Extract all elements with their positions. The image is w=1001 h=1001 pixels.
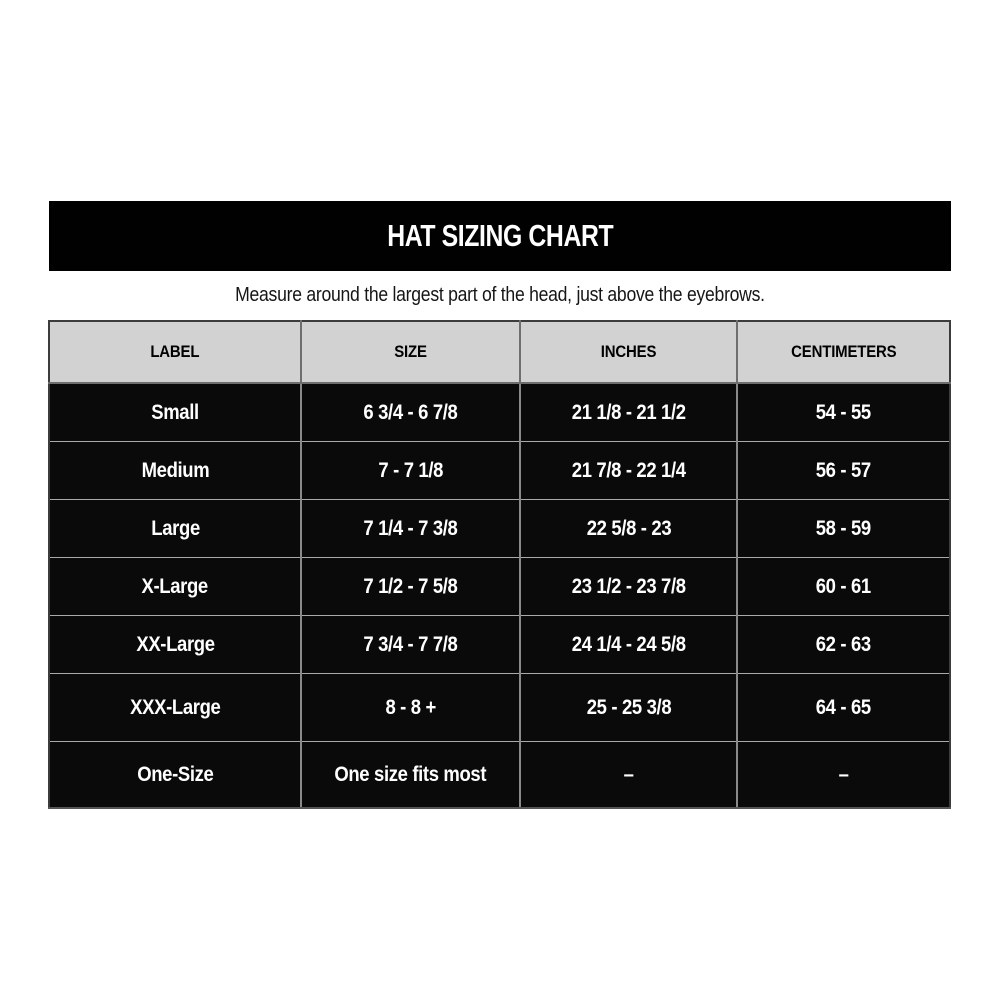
table-row: XXX-Large 8 - 8 + 25 - 25 3/8 64 - 65 [47, 673, 951, 742]
cell-text: 7 1/2 - 7 5/8 [363, 574, 458, 598]
cell-text: 64 - 65 [816, 695, 872, 719]
table-cell-inches: 24 1/4 - 24 5/8 [519, 615, 739, 674]
cell-text: 7 3/4 - 7 7/8 [363, 632, 458, 656]
cell-text: 24 1/4 - 24 5/8 [571, 632, 686, 656]
table-cell-centimeters: 54 - 55 [736, 382, 951, 442]
table-cell-centimeters: 58 - 59 [736, 499, 951, 558]
table-cell-label: XXX-Large [47, 673, 303, 742]
cell-text: Medium [141, 458, 209, 482]
cell-text: 60 - 61 [816, 574, 872, 598]
table-cell-inches: 21 1/8 - 21 1/2 [519, 382, 739, 442]
table-cell-label: Large [47, 499, 303, 558]
cell-text: XX-Large [135, 632, 215, 656]
column-header-inches-text: INCHES [601, 342, 657, 361]
table-cell-label: Small [47, 382, 303, 442]
title-bar: HAT SIZING CHART [49, 201, 951, 271]
column-header-size-text: SIZE [394, 342, 428, 361]
table-cell-inches: 23 1/2 - 23 7/8 [519, 557, 739, 616]
cell-text: – [838, 762, 849, 786]
column-header-centimeters-text: CENTIMETERS [791, 342, 897, 361]
column-header-label: LABEL [47, 320, 303, 384]
table-cell-size: 8 - 8 + [300, 673, 522, 742]
table-cell-label: XX-Large [47, 615, 303, 674]
column-header-size: SIZE [300, 320, 522, 384]
table-cell-size: 7 1/2 - 7 5/8 [300, 557, 522, 616]
cell-text: 58 - 59 [816, 516, 872, 540]
table-row: XX-Large 7 3/4 - 7 7/8 24 1/4 - 24 5/8 6… [47, 615, 951, 674]
table-row: X-Large 7 1/2 - 7 5/8 23 1/2 - 23 7/8 60… [47, 557, 951, 616]
cell-text: 21 1/8 - 21 1/2 [571, 400, 686, 424]
table-cell-label: Medium [47, 441, 303, 500]
table-row: Small 6 3/4 - 6 7/8 21 1/8 - 21 1/2 54 -… [47, 382, 951, 442]
column-header-inches: INCHES [519, 320, 739, 384]
table-cell-centimeters: 62 - 63 [736, 615, 951, 674]
table-row: Medium 7 - 7 1/8 21 7/8 - 22 1/4 56 - 57 [47, 441, 951, 500]
cell-text: 56 - 57 [816, 458, 872, 482]
cell-text: 23 1/2 - 23 7/8 [571, 574, 686, 598]
cell-text: – [623, 762, 634, 786]
table-cell-size: 7 3/4 - 7 7/8 [300, 615, 522, 674]
table-cell-size: 6 3/4 - 6 7/8 [300, 382, 522, 442]
table-header-row: LABEL SIZE INCHES CENTIMETERS [47, 320, 951, 384]
cell-text: 22 5/8 - 23 [586, 516, 672, 540]
cell-text: 62 - 63 [816, 632, 872, 656]
table-cell-centimeters: 56 - 57 [736, 441, 951, 500]
table-cell-size: 7 - 7 1/8 [300, 441, 522, 500]
table-cell-label: One-Size [47, 741, 303, 809]
page-title: HAT SIZING CHART [387, 218, 613, 253]
cell-text: 7 1/4 - 7 3/8 [363, 516, 458, 540]
table-row: Large 7 1/4 - 7 3/8 22 5/8 - 23 58 - 59 [47, 499, 951, 558]
cell-text: XXX-Large [129, 695, 221, 719]
cell-text: 6 3/4 - 6 7/8 [363, 400, 458, 424]
table-cell-label: X-Large [47, 557, 303, 616]
table-cell-size: One size fits most [300, 741, 522, 809]
cell-text: 7 - 7 1/8 [378, 458, 444, 482]
table-cell-centimeters: – [736, 741, 951, 809]
column-header-label-text: LABEL [150, 342, 200, 361]
table-row: One-Size One size fits most – – [47, 741, 951, 809]
table-cell-inches: 22 5/8 - 23 [519, 499, 739, 558]
cell-text: Small [151, 400, 199, 424]
table-cell-centimeters: 64 - 65 [736, 673, 951, 742]
table-cell-inches: 21 7/8 - 22 1/4 [519, 441, 739, 500]
table-cell-inches: – [519, 741, 739, 809]
table-cell-centimeters: 60 - 61 [736, 557, 951, 616]
column-header-centimeters: CENTIMETERS [736, 320, 951, 384]
table-cell-inches: 25 - 25 3/8 [519, 673, 739, 742]
cell-text: 54 - 55 [816, 400, 872, 424]
subtitle: Measure around the largest part of the h… [49, 271, 951, 320]
hat-sizing-table: LABEL SIZE INCHES CENTIMETERS Small 6 3/… [47, 320, 951, 809]
cell-text: Large [150, 516, 200, 540]
cell-text: 8 - 8 + [385, 695, 437, 719]
cell-text: 25 - 25 3/8 [586, 695, 672, 719]
cell-text: One-Size [136, 762, 214, 786]
cell-text: One size fits most [334, 762, 487, 786]
subtitle-text: Measure around the largest part of the h… [235, 284, 765, 306]
table-cell-size: 7 1/4 - 7 3/8 [300, 499, 522, 558]
cell-text: X-Large [141, 574, 209, 598]
cell-text: 21 7/8 - 22 1/4 [571, 458, 686, 482]
